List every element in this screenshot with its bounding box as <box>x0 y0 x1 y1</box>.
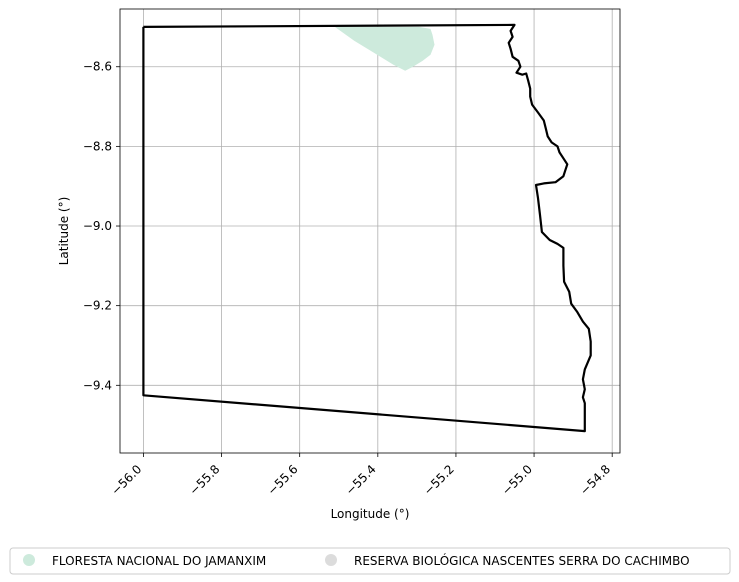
features-layer <box>142 23 592 433</box>
ticks-layer: −56.0 −55.8 −55.6 −55.4 −55.2 −55.0 −54.8 −8.6 −… <box>83 60 613 498</box>
y-tick-label: −8.8 <box>83 139 112 153</box>
x-tick-label: −55.2 <box>421 462 457 498</box>
legend: FLORESTA NACIONAL DO JAMANXIM RESERVA BI… <box>9 547 731 575</box>
legend-swatch-jamanxim <box>23 554 35 566</box>
x-tick-label: −55.8 <box>187 462 223 498</box>
x-tick-label: −54.8 <box>577 462 613 498</box>
floresta-jamanxim-area <box>334 26 435 71</box>
legend-label-jamanxim: FLORESTA NACIONAL DO JAMANXIM <box>52 554 266 568</box>
municipality-boundary <box>142 23 592 433</box>
x-tick-label: −55.6 <box>265 462 301 498</box>
legend-swatch-cachimbo <box>325 554 337 566</box>
plot-frame <box>119 8 621 454</box>
x-tick-label: −55.4 <box>343 462 379 498</box>
legend-label-cachimbo: RESERVA BIOLÓGICA NASCENTES SERRA DO CAC… <box>354 553 690 568</box>
y-tick-label: −8.6 <box>83 60 112 74</box>
grid-layer <box>120 9 620 453</box>
x-tick-label: −56.0 <box>108 462 144 498</box>
legend-frame <box>9 547 731 575</box>
x-tick-label: −55.0 <box>499 462 535 498</box>
x-axis-label: Longitude (°) <box>331 507 410 521</box>
y-axis-label: Latitude (°) <box>57 197 71 266</box>
y-tick-label: −9.2 <box>83 299 112 313</box>
y-tick-label: −9.4 <box>83 378 112 392</box>
y-tick-label: −9.0 <box>83 219 112 233</box>
